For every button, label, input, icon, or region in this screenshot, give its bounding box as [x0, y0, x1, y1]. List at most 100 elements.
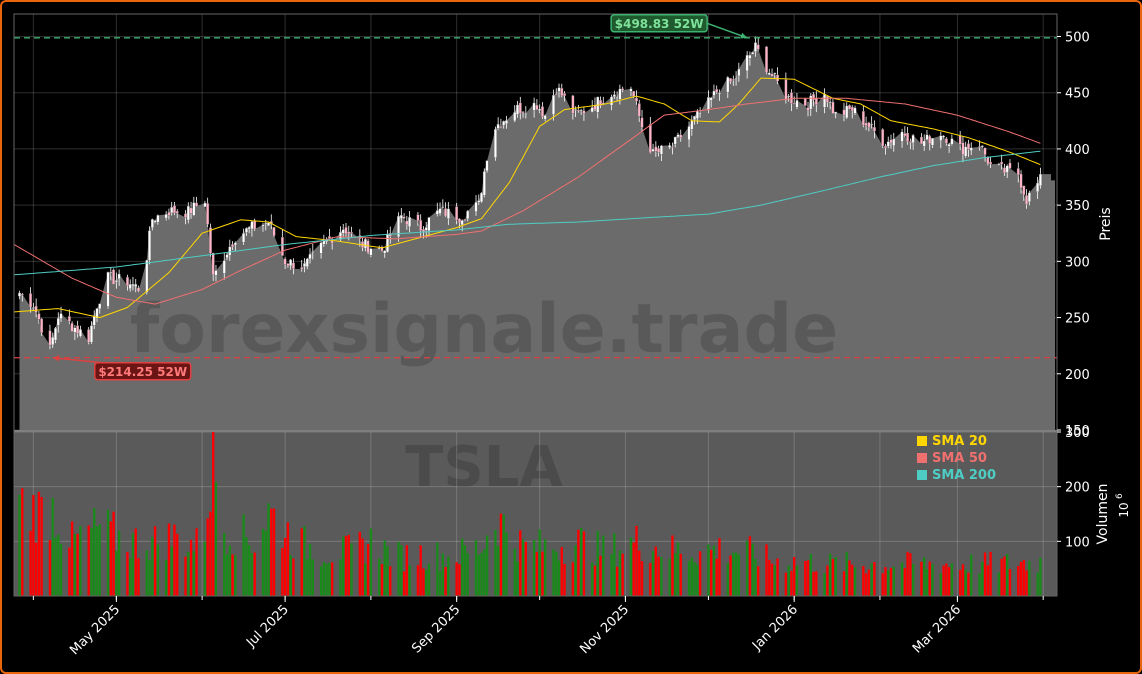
candle-body — [422, 229, 425, 232]
x-tick-label: Jul 2025 — [243, 602, 292, 651]
candle-body — [56, 318, 60, 326]
annotation-arrowhead — [740, 32, 748, 39]
candle-body — [679, 134, 683, 138]
volume-bar — [751, 543, 754, 596]
candle-body — [834, 111, 838, 114]
candle-body — [861, 111, 865, 126]
volume-bar — [153, 526, 157, 596]
candle-body — [881, 129, 885, 147]
candle-body — [582, 110, 586, 114]
candle-body — [673, 136, 677, 145]
candle-body — [1025, 195, 1028, 205]
volume-bar — [577, 529, 580, 596]
volume-bar — [253, 552, 256, 596]
candle-body — [222, 260, 226, 274]
candle-body — [148, 230, 151, 261]
volume-bar — [173, 524, 176, 596]
candle-body — [114, 280, 118, 283]
candle-body — [244, 228, 248, 233]
volume-bar — [544, 539, 547, 596]
volume-bar — [344, 535, 348, 596]
candle-body — [947, 144, 951, 147]
candle-body — [942, 135, 945, 138]
volume-bar — [928, 561, 931, 596]
volume-bar — [444, 567, 447, 596]
volume-bar — [629, 537, 633, 596]
volume-bar — [483, 549, 486, 596]
candle-body — [884, 145, 887, 148]
candle-body — [621, 88, 625, 91]
volume-bar — [223, 533, 226, 596]
volume-bar — [311, 559, 314, 596]
volume-bar — [552, 549, 555, 596]
volume-bar — [806, 560, 810, 596]
candle-body — [18, 292, 21, 297]
volume-bar — [958, 569, 962, 596]
candle-body — [543, 115, 547, 120]
candle-body — [350, 232, 353, 234]
candle-body — [693, 115, 696, 120]
volume-bar — [599, 555, 602, 596]
volume-bar — [170, 546, 173, 596]
volume-bar — [638, 550, 641, 596]
candle-body — [228, 246, 232, 256]
candle-body — [654, 146, 658, 152]
candle-body — [712, 90, 716, 96]
candle-body — [784, 79, 788, 100]
candle-body — [79, 329, 82, 337]
volume-bar — [283, 537, 287, 596]
volume-bar — [461, 538, 464, 596]
volume-bar — [380, 564, 384, 596]
volume-bar — [134, 528, 137, 596]
candle-body — [424, 227, 428, 231]
volume-bar — [463, 545, 467, 596]
candle-body — [292, 262, 295, 269]
candle-body — [95, 308, 99, 319]
candle-body — [599, 99, 602, 106]
volume-bar — [292, 558, 295, 596]
candle-body — [20, 294, 24, 296]
volume-bar — [330, 562, 334, 596]
volume-bar — [54, 537, 57, 596]
candle-body — [765, 46, 768, 73]
volume-bar — [676, 542, 680, 596]
candle-body — [571, 95, 575, 114]
candle-body — [1000, 161, 1004, 165]
candle-body — [853, 107, 857, 114]
volume-bar — [206, 518, 209, 596]
volume-bar — [272, 508, 276, 596]
volume-bar — [247, 545, 251, 596]
candle-body — [637, 103, 641, 117]
volume-bar — [768, 559, 771, 596]
legend-label: SMA 20 — [932, 434, 987, 449]
volume-bar — [828, 553, 832, 596]
volume-bar — [668, 558, 671, 596]
volume-bar — [308, 544, 312, 596]
candle-body — [776, 74, 779, 82]
ticker-watermark: TSLA — [405, 435, 563, 500]
volume-bar — [776, 558, 779, 596]
volume-bar — [328, 562, 331, 596]
volume-bar — [726, 563, 729, 596]
candle-body — [787, 95, 791, 98]
volume-bar — [416, 565, 420, 596]
candle-body — [610, 96, 613, 106]
volume-bar — [57, 534, 60, 596]
volume-bar — [68, 547, 71, 596]
volume-bar — [715, 558, 718, 596]
candle-body — [195, 202, 198, 207]
volume-bar — [557, 560, 561, 596]
candle-body — [126, 277, 129, 286]
volume-bar — [657, 556, 660, 596]
volume-bar — [145, 550, 148, 596]
candle-body — [67, 316, 71, 322]
volume-tick-label: 200 — [1065, 481, 1090, 496]
candle-body — [961, 142, 965, 155]
candle-body — [499, 126, 503, 128]
volume-bar — [538, 529, 541, 596]
volume-bar — [970, 554, 973, 596]
candle-body — [997, 163, 1001, 166]
volume-bar — [729, 555, 732, 596]
candle-body — [521, 111, 525, 113]
candle-body — [267, 222, 270, 226]
